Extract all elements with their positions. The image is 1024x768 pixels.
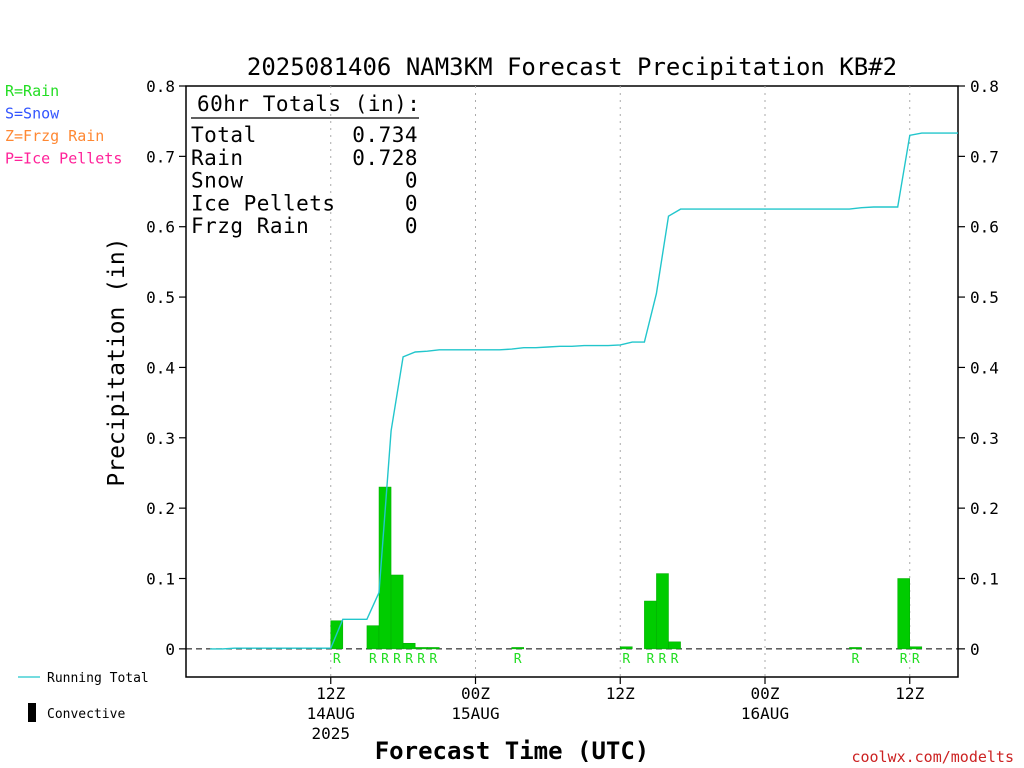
y-tick-label-right-8: 0.8 (970, 77, 999, 96)
y-axis-right: 0 0.1 0.2 0.3 0.4 0.5 0.6 0.7 0.8 (958, 77, 999, 659)
grid-lines (186, 86, 958, 677)
totals-row-label-1: Rain (191, 146, 244, 170)
bar-13 (897, 578, 910, 650)
bar-1 (366, 625, 380, 650)
y-tick-label-right-1: 0.1 (970, 570, 999, 589)
bar-type-4: R (405, 652, 413, 667)
y-axis-title: Precipitation (in) (104, 237, 130, 486)
x-tick-label-1: 00Z (461, 684, 490, 703)
bar-5 (414, 647, 428, 650)
x-tick-date-1: 15AUG (451, 704, 499, 723)
bar-type-1: R (369, 652, 377, 667)
y-tick-label-right-0: 0 (970, 640, 980, 659)
bar-type-10: R (659, 652, 667, 667)
y-tick-label-right-2: 0.2 (970, 499, 999, 518)
totals-row-value-0: 0.734 (352, 123, 418, 147)
bar-11 (668, 641, 681, 650)
bar-9 (644, 600, 657, 650)
chart-title: 2025081406 NAM3KM Forecast Precipitation… (247, 53, 897, 81)
bar-type-9: R (646, 652, 654, 667)
totals-row-label-3: Ice Pellets (191, 191, 336, 215)
legend-type-3: P=Ice Pellets (5, 150, 122, 168)
bar-type-0: R (333, 652, 341, 667)
y-tick-label-left-8: 0.8 (146, 77, 175, 96)
bar-type-8: R (622, 652, 630, 667)
totals-row-value-2: 0 (405, 169, 418, 193)
legend-running-total: Running Total (18, 671, 149, 686)
x-tick-label-4: 12Z (895, 684, 924, 703)
bar-3 (390, 574, 404, 650)
bar-type-6: R (429, 652, 437, 667)
bar-type-14: R (912, 652, 920, 667)
x-tick-label-2: 12Z (606, 684, 635, 703)
bar-type-5: R (417, 652, 425, 667)
bar-type-12: R (852, 652, 860, 667)
totals-box: 60hr Totals (in): Total 0.734 Rain 0.728 Sno… (191, 92, 420, 238)
running-total-line (210, 132, 958, 650)
bar-type-13: R (900, 652, 908, 667)
bar-7 (511, 647, 524, 650)
totals-row-value-4: 0 (405, 214, 418, 238)
legend-type-2: Z=Frzg Rain (5, 127, 104, 145)
convective-label: Convective (47, 707, 125, 722)
legend-convective: Convective (28, 703, 125, 722)
bar-type-11: R (671, 652, 679, 667)
y-axis-left: 0 0.1 0.2 0.3 0.4 0.5 0.6 0.7 0.8 (146, 77, 186, 659)
totals-row-value-3: 0 (405, 191, 418, 215)
y-tick-label-right-6: 0.6 (970, 218, 999, 237)
bar-12 (849, 647, 862, 650)
x-axis-title: Forecast Time (UTC) (375, 737, 650, 765)
convective-swatch (28, 703, 36, 722)
precip-type-legend: R=Rain S=Snow Z=Frzg Rain P=Ice Pellets (5, 82, 122, 168)
running-total-label: Running Total (47, 671, 149, 686)
bar-type-7: R (514, 652, 522, 667)
totals-row-value-1: 0.728 (352, 146, 418, 170)
totals-row-label-0: Total (191, 123, 257, 147)
x-tick-label-0: 12Z (316, 684, 345, 703)
plot-border (185, 85, 959, 678)
y-tick-label-left-3: 0.3 (146, 429, 175, 448)
y-tick-label-right-5: 0.5 (970, 288, 999, 307)
y-tick-label-right-4: 0.4 (970, 358, 999, 377)
y-tick-label-left-6: 0.6 (146, 218, 175, 237)
footer-credit: coolwx.com/modelts (851, 748, 1014, 766)
y-tick-label-right-3: 0.3 (970, 429, 999, 448)
y-tick-label-left-4: 0.4 (146, 358, 175, 377)
precip-bars (330, 486, 923, 650)
y-tick-label-left-0: 0 (165, 640, 175, 659)
bar-2 (378, 486, 392, 650)
totals-row-label-2: Snow (191, 169, 244, 193)
y-tick-label-left-2: 0.2 (146, 499, 175, 518)
bar-type-3: R (393, 652, 401, 667)
y-tick-label-left-7: 0.7 (146, 147, 175, 166)
bar-4 (402, 642, 416, 650)
bar-10 (656, 573, 669, 650)
bar-type-2: R (381, 652, 389, 667)
totals-header: 60hr Totals (in): (197, 92, 420, 116)
y-tick-label-left-1: 0.1 (146, 570, 175, 589)
totals-row-label-4: Frzg Rain (191, 214, 309, 238)
x-tick-year-0: 2025 (311, 724, 350, 743)
x-tick-date-0: 14AUG (307, 704, 355, 723)
running-total-series (210, 132, 958, 650)
bar-14 (909, 646, 923, 650)
legend-type-0: R=Rain (5, 82, 59, 100)
x-tick-date-3: 16AUG (741, 704, 789, 723)
legend-type-1: S=Snow (5, 105, 60, 123)
plot-frame (185, 85, 959, 678)
y-tick-label-right-7: 0.7 (970, 147, 999, 166)
y-tick-label-left-5: 0.5 (146, 288, 175, 307)
bar-8 (620, 646, 633, 650)
bar-6 (427, 647, 440, 650)
x-tick-label-3: 00Z (751, 684, 780, 703)
